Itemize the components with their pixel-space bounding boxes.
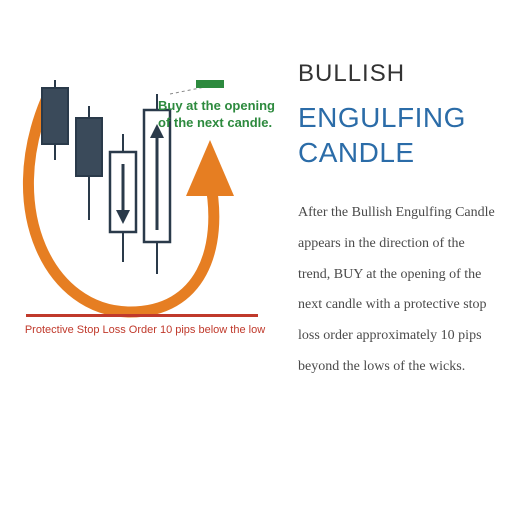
- stop-loss-line: [26, 314, 258, 317]
- chart-panel: Buy at the opening of the next candle. P…: [0, 0, 290, 512]
- title-upper: BULLISH: [298, 60, 500, 88]
- body-text: After the Bullish Engulfing Candle appea…: [298, 198, 500, 383]
- buy-entry-marker: [196, 80, 224, 88]
- candle-body-bearish: [76, 118, 102, 176]
- stop-loss-label: Protective Stop Loss Order 10 pips below…: [10, 324, 280, 336]
- title-lower: ENGULFING CANDLE: [298, 100, 500, 170]
- candle-body-bearish: [42, 88, 68, 144]
- text-panel: BULLISH ENGULFING CANDLE After the Bulli…: [290, 0, 512, 512]
- swoosh-arrow-head: [186, 140, 234, 196]
- buy-annotation-label: Buy at the opening of the next candle.: [158, 98, 288, 132]
